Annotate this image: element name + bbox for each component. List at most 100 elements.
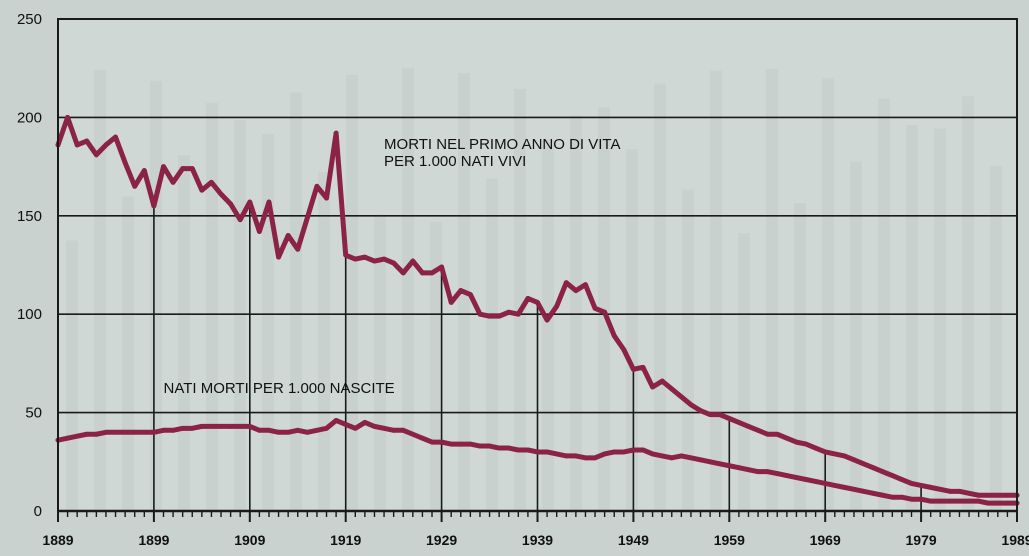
data-point (803, 477, 809, 482)
data-point (228, 201, 234, 207)
data-point (103, 142, 109, 148)
data-point (122, 160, 128, 166)
background-stripe (206, 102, 218, 512)
data-point (237, 217, 243, 223)
data-point (707, 412, 713, 417)
data-point (736, 420, 742, 425)
background-stripe (234, 119, 246, 511)
data-point (151, 429, 157, 435)
data-point (870, 490, 876, 496)
data-point (669, 386, 675, 392)
data-point (247, 423, 253, 429)
data-point (103, 429, 109, 435)
data-point (678, 394, 684, 400)
data-point (391, 427, 397, 433)
background-stripe (598, 107, 610, 511)
data-point (544, 449, 550, 455)
data-point (1005, 492, 1010, 498)
data-point (84, 138, 90, 144)
data-point (161, 164, 166, 170)
data-point (698, 457, 703, 463)
data-point (611, 449, 617, 455)
data-point (1005, 500, 1010, 506)
data-point (237, 423, 243, 429)
data-point (343, 252, 349, 258)
data-point (525, 447, 531, 453)
data-point (256, 427, 262, 433)
data-point (170, 179, 176, 185)
background-stripe (262, 133, 274, 511)
data-point (880, 492, 886, 498)
data-point (333, 130, 339, 136)
data-point (266, 427, 272, 433)
data-point (496, 313, 502, 319)
background-stripe (178, 155, 190, 512)
annotation-line: PER 1.000 NATI VIVI (384, 153, 526, 170)
background-stripe (374, 214, 386, 511)
data-point (841, 484, 847, 490)
data-point (611, 333, 617, 339)
data-point (113, 429, 118, 435)
data-point (678, 453, 684, 459)
data-point (832, 451, 838, 457)
data-point (554, 303, 560, 309)
data-point (151, 203, 157, 209)
data-point (880, 469, 886, 475)
data-point (592, 455, 598, 461)
data-point (688, 455, 694, 461)
background-stripe (766, 68, 778, 511)
background-stripe (542, 139, 554, 511)
data-point (573, 453, 579, 459)
data-point (650, 451, 655, 457)
data-point (535, 299, 540, 305)
background-stripe (570, 114, 582, 512)
x-tick-label: 1959 (714, 532, 745, 548)
data-point (65, 115, 70, 120)
data-point (784, 473, 790, 478)
background-stripe (514, 88, 526, 511)
background-stripe (94, 69, 106, 512)
data-point (352, 425, 358, 431)
data-point (765, 431, 771, 437)
data-point (93, 152, 99, 158)
data-point (707, 459, 713, 465)
annotations: MORTI NEL PRIMO ANNO DI VITA PER 1.000 NA… (163, 136, 620, 397)
data-point (698, 408, 703, 414)
x-tick-label: 1909 (234, 532, 265, 548)
data-point (93, 431, 99, 437)
x-tick-label: 1949 (618, 532, 649, 548)
data-point (410, 431, 416, 437)
background-stripe (66, 240, 78, 511)
data-point (621, 347, 627, 353)
data-point (429, 270, 435, 276)
data-point (726, 463, 732, 469)
data-point (343, 422, 349, 427)
y-tick-label: 100 (17, 306, 42, 323)
data-point (726, 416, 732, 421)
data-point (573, 288, 579, 293)
data-point (132, 183, 138, 189)
data-point (256, 229, 262, 234)
data-point (429, 439, 435, 445)
data-point (755, 469, 761, 475)
data-point (362, 420, 368, 425)
data-point (400, 427, 406, 433)
data-point (947, 488, 953, 494)
data-point (180, 425, 186, 431)
data-point (832, 483, 838, 488)
data-point (851, 457, 857, 463)
data-point (448, 299, 454, 305)
data-point (209, 179, 214, 185)
data-point (218, 191, 224, 197)
data-point (304, 429, 310, 435)
x-tick-label: 1889 (42, 532, 73, 548)
data-point (122, 429, 128, 435)
data-point (631, 447, 636, 453)
x-tick-label: 1979 (906, 532, 937, 548)
data-point (439, 264, 444, 270)
data-point (372, 258, 377, 264)
data-point (506, 309, 512, 315)
data-point (525, 296, 531, 301)
background-stripe (486, 178, 498, 512)
